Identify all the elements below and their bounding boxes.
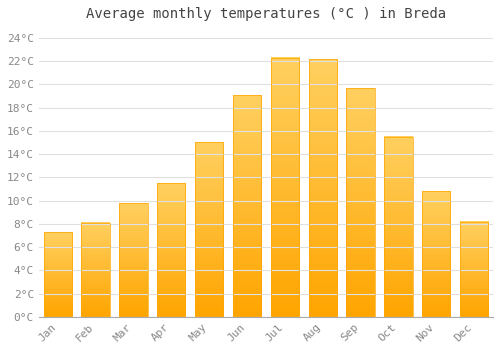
Title: Average monthly temperatures (°C ) in Breda: Average monthly temperatures (°C ) in Br… (86, 7, 446, 21)
